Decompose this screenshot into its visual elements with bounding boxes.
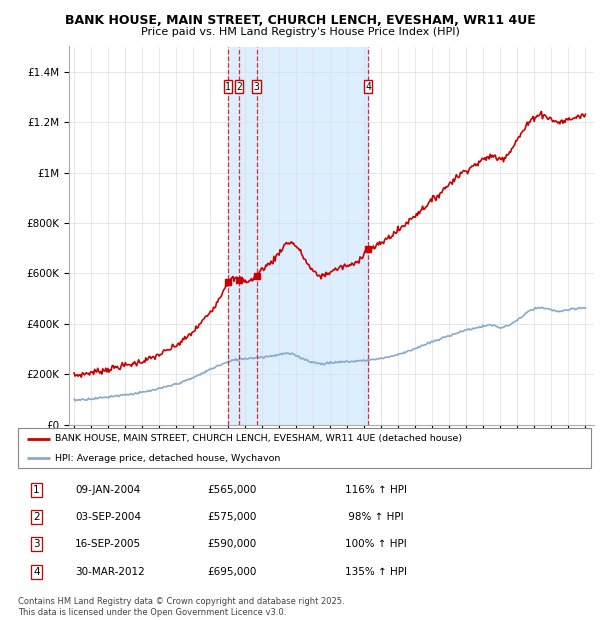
- Text: 4: 4: [365, 82, 371, 92]
- Text: 116% ↑ HPI: 116% ↑ HPI: [344, 485, 407, 495]
- Text: BANK HOUSE, MAIN STREET, CHURCH LENCH, EVESHAM, WR11 4UE (detached house): BANK HOUSE, MAIN STREET, CHURCH LENCH, E…: [55, 434, 463, 443]
- Text: 1: 1: [225, 82, 231, 92]
- Text: BANK HOUSE, MAIN STREET, CHURCH LENCH, EVESHAM, WR11 4UE: BANK HOUSE, MAIN STREET, CHURCH LENCH, E…: [65, 14, 535, 27]
- Text: 98% ↑ HPI: 98% ↑ HPI: [344, 512, 403, 522]
- Text: 100% ↑ HPI: 100% ↑ HPI: [344, 539, 406, 549]
- Text: 1: 1: [33, 485, 40, 495]
- Text: £590,000: £590,000: [207, 539, 256, 549]
- Text: 3: 3: [33, 539, 40, 549]
- Text: 135% ↑ HPI: 135% ↑ HPI: [344, 567, 407, 577]
- Text: £575,000: £575,000: [207, 512, 256, 522]
- Text: 2: 2: [236, 82, 242, 92]
- Text: 4: 4: [33, 567, 40, 577]
- Text: HPI: Average price, detached house, Wychavon: HPI: Average price, detached house, Wych…: [55, 453, 281, 463]
- Text: 16-SEP-2005: 16-SEP-2005: [76, 539, 142, 549]
- Bar: [228, 46, 368, 425]
- Text: Price paid vs. HM Land Registry's House Price Index (HPI): Price paid vs. HM Land Registry's House …: [140, 27, 460, 37]
- Text: 03-SEP-2004: 03-SEP-2004: [76, 512, 142, 522]
- Text: 09-JAN-2004: 09-JAN-2004: [76, 485, 140, 495]
- Text: £565,000: £565,000: [207, 485, 256, 495]
- Text: 2: 2: [33, 512, 40, 522]
- Text: 30-MAR-2012: 30-MAR-2012: [76, 567, 145, 577]
- Text: £695,000: £695,000: [207, 567, 256, 577]
- FancyBboxPatch shape: [18, 428, 591, 468]
- Text: 3: 3: [254, 82, 260, 92]
- Text: Contains HM Land Registry data © Crown copyright and database right 2025.
This d: Contains HM Land Registry data © Crown c…: [18, 598, 344, 617]
